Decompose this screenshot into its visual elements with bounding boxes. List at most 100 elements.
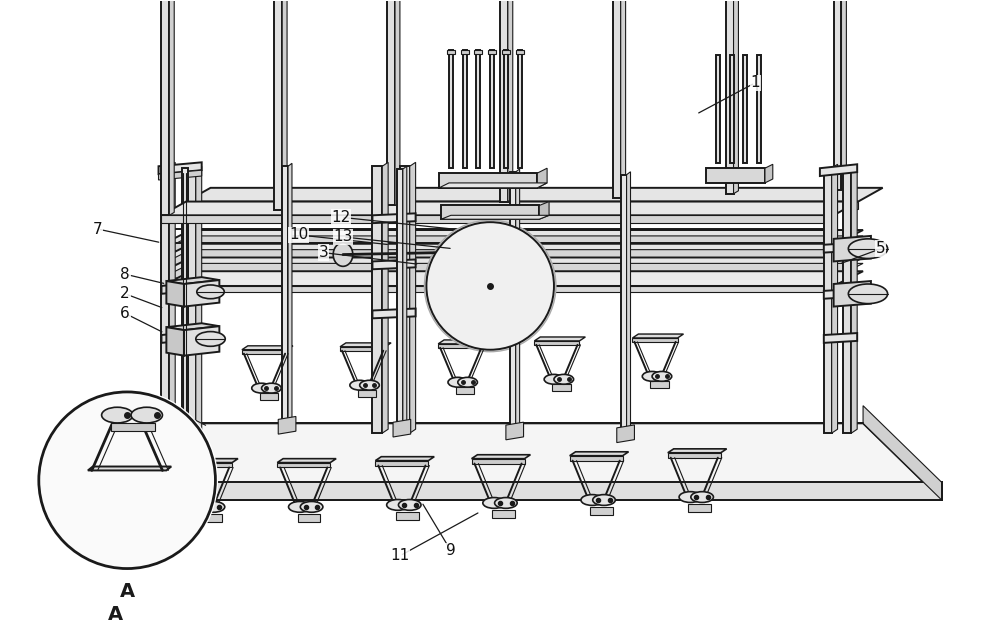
Polygon shape — [863, 406, 942, 500]
Polygon shape — [260, 393, 278, 400]
Polygon shape — [169, 0, 174, 215]
Polygon shape — [500, 0, 508, 202]
Polygon shape — [88, 467, 171, 470]
Polygon shape — [372, 166, 382, 433]
Polygon shape — [617, 425, 634, 443]
Polygon shape — [277, 463, 330, 467]
Polygon shape — [438, 344, 483, 348]
Text: 11: 11 — [390, 548, 410, 563]
Circle shape — [426, 222, 554, 350]
Polygon shape — [375, 457, 434, 460]
Ellipse shape — [252, 383, 271, 393]
Polygon shape — [161, 257, 863, 272]
Polygon shape — [438, 340, 489, 344]
Polygon shape — [516, 169, 520, 432]
Ellipse shape — [448, 377, 468, 387]
Polygon shape — [447, 50, 455, 55]
Polygon shape — [184, 326, 219, 355]
Ellipse shape — [483, 497, 505, 508]
Polygon shape — [506, 422, 524, 440]
Polygon shape — [63, 406, 147, 500]
Polygon shape — [730, 55, 734, 163]
Polygon shape — [824, 289, 857, 299]
Polygon shape — [632, 334, 683, 338]
Polygon shape — [834, 0, 841, 190]
Ellipse shape — [495, 497, 517, 508]
Polygon shape — [449, 50, 453, 168]
Ellipse shape — [481, 241, 499, 263]
Polygon shape — [534, 341, 579, 345]
Polygon shape — [820, 165, 857, 176]
Polygon shape — [397, 169, 403, 429]
Polygon shape — [288, 163, 292, 426]
Text: 9: 9 — [446, 543, 456, 558]
Polygon shape — [358, 390, 376, 397]
Polygon shape — [668, 453, 721, 458]
Polygon shape — [834, 281, 871, 306]
Polygon shape — [159, 162, 202, 174]
Text: 10: 10 — [289, 227, 308, 242]
Polygon shape — [841, 0, 846, 190]
Polygon shape — [476, 50, 480, 168]
Polygon shape — [186, 188, 883, 202]
Ellipse shape — [458, 377, 477, 387]
Polygon shape — [396, 512, 419, 519]
Polygon shape — [716, 55, 720, 163]
Polygon shape — [161, 215, 834, 223]
Ellipse shape — [554, 374, 574, 384]
Polygon shape — [242, 346, 293, 350]
Polygon shape — [537, 168, 547, 188]
Ellipse shape — [196, 332, 225, 346]
Polygon shape — [274, 0, 282, 210]
Polygon shape — [179, 463, 232, 467]
Text: A: A — [108, 605, 123, 624]
Ellipse shape — [848, 239, 888, 259]
Circle shape — [39, 392, 215, 568]
Ellipse shape — [262, 383, 281, 393]
Ellipse shape — [679, 492, 702, 502]
Ellipse shape — [300, 502, 323, 512]
Polygon shape — [688, 504, 711, 512]
Polygon shape — [539, 202, 549, 219]
Polygon shape — [372, 308, 416, 318]
Polygon shape — [706, 168, 765, 183]
Polygon shape — [200, 514, 222, 522]
Polygon shape — [282, 166, 288, 426]
Ellipse shape — [642, 371, 662, 381]
Polygon shape — [516, 50, 524, 55]
Text: 12: 12 — [331, 210, 351, 225]
Polygon shape — [161, 282, 202, 294]
Polygon shape — [439, 173, 537, 188]
Polygon shape — [534, 337, 585, 341]
Ellipse shape — [102, 407, 133, 423]
Polygon shape — [765, 165, 773, 183]
Polygon shape — [490, 50, 494, 168]
Polygon shape — [439, 183, 547, 188]
Polygon shape — [395, 0, 400, 205]
Polygon shape — [613, 0, 621, 198]
Polygon shape — [161, 244, 863, 259]
Polygon shape — [161, 236, 863, 251]
Polygon shape — [508, 0, 513, 202]
Polygon shape — [472, 458, 525, 463]
Ellipse shape — [398, 499, 421, 511]
Polygon shape — [166, 323, 219, 330]
Polygon shape — [492, 510, 515, 517]
Polygon shape — [161, 331, 202, 343]
Polygon shape — [510, 172, 516, 432]
Polygon shape — [441, 215, 549, 219]
Polygon shape — [161, 230, 863, 245]
Ellipse shape — [360, 381, 379, 390]
Polygon shape — [111, 423, 155, 431]
Text: 2: 2 — [120, 286, 130, 301]
Ellipse shape — [691, 492, 713, 502]
Ellipse shape — [544, 374, 564, 384]
Polygon shape — [488, 50, 496, 55]
Polygon shape — [278, 416, 296, 434]
Polygon shape — [472, 455, 530, 458]
Ellipse shape — [190, 502, 213, 512]
Polygon shape — [242, 350, 287, 354]
Polygon shape — [824, 333, 857, 343]
Polygon shape — [63, 423, 942, 500]
Polygon shape — [834, 236, 871, 261]
